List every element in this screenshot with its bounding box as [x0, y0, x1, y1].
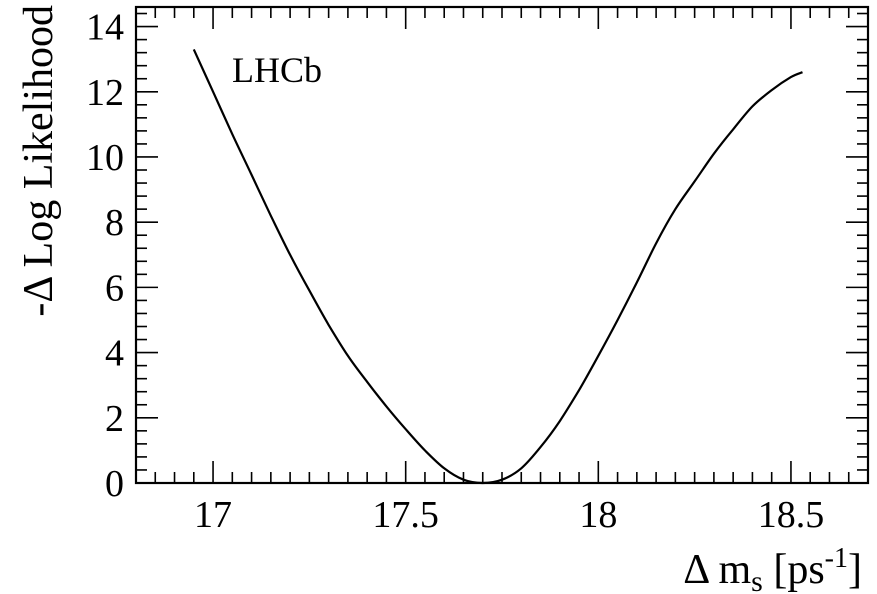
y-tick-label: 0	[105, 463, 124, 505]
axis-ticks	[135, 7, 869, 484]
y-tick-label: 8	[105, 202, 124, 244]
y-tick-label: 2	[105, 398, 124, 440]
y-tick-label: 12	[86, 72, 124, 114]
x-axis-title: Δ ms [ps-1]	[683, 543, 862, 594]
lhcb-label: LHCb	[232, 50, 322, 90]
x-axis-title-unit-open: [ps	[763, 547, 825, 593]
y-tick-label: 6	[105, 267, 124, 309]
x-axis-title-sup: -1	[825, 543, 848, 574]
y-axis-title: -Δ Log Likelihood	[16, 5, 62, 317]
plot-frame	[134, 5, 870, 485]
x-tick-label: 18.5	[758, 494, 825, 536]
likelihood-curve	[192, 48, 803, 485]
y-tick-label: 14	[86, 7, 124, 49]
x-axis-title-sub: s	[751, 565, 763, 594]
x-tick-labels: 17 17.5 18 18.5	[194, 494, 824, 536]
x-tick-label: 17.5	[372, 494, 439, 536]
x-axis-title-unit-close: ]	[848, 547, 862, 593]
y-tick-label: 4	[105, 333, 124, 375]
x-tick-label: 18	[579, 494, 617, 536]
y-tick-labels: 0 2 4 6 8 10 12 14	[86, 7, 124, 505]
x-axis-title-base: Δ m	[683, 547, 751, 593]
x-tick-label: 17	[194, 494, 232, 536]
y-tick-label: 10	[86, 137, 124, 179]
